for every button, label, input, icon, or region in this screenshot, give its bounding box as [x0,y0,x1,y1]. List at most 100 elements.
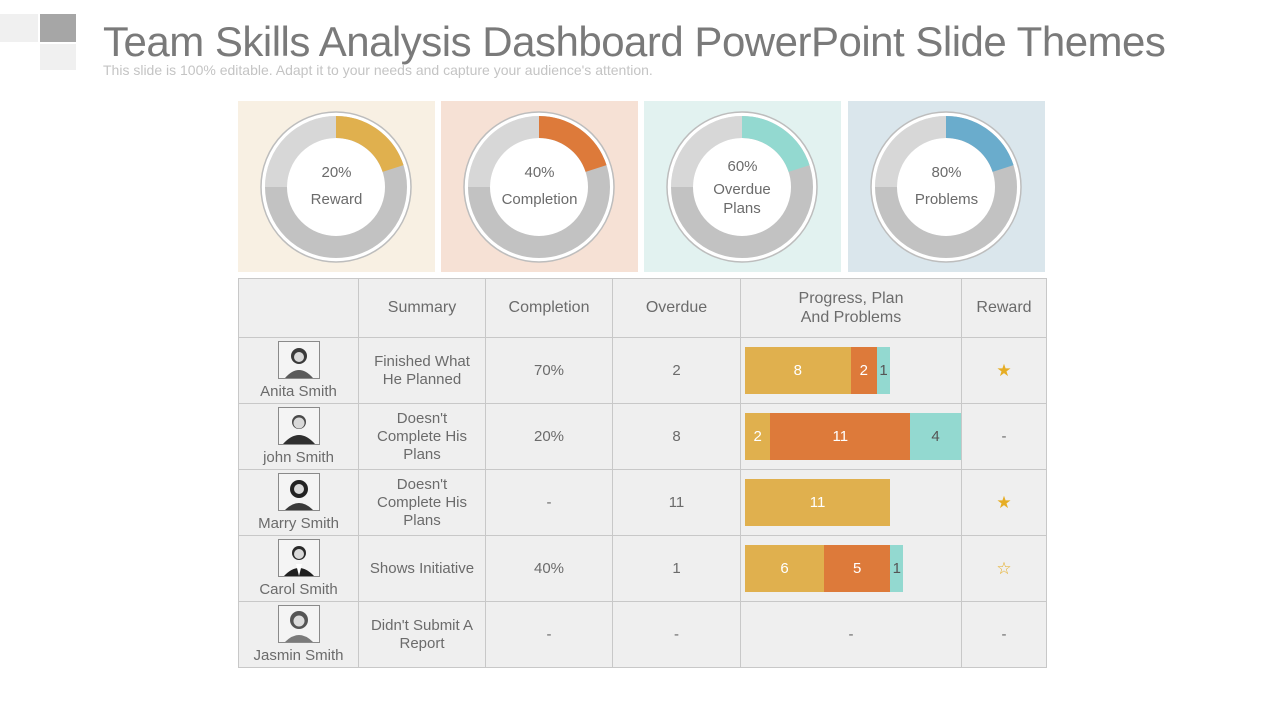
summary-text: Shows Initiative [369,559,475,577]
table-row: Marry Smith Doesn't Complete His Plans -… [238,469,1047,536]
person-name: john Smith [263,449,334,466]
completion-cell: 40% [485,535,613,602]
overdue-cell: 11 [612,469,741,536]
person-name: Marry Smith [258,515,339,532]
reward-cell: ☆ [961,535,1047,602]
kpi-overdue-plans-donut [644,101,841,272]
avatar [277,341,320,379]
completion-cell: - [485,601,613,668]
header-reward: Reward [961,278,1047,338]
team-skills-table: Summary Completion Overdue Progress, Pla… [238,278,1047,668]
bar-segment: 2 [745,413,771,460]
person-name: Jasmin Smith [253,647,344,664]
kpi-overdue-plans-label: Overdue Plans [713,181,771,217]
kpi-reward-donut [238,101,435,272]
overdue-cell: 2 [612,337,741,404]
progress-cell: 2 11 4 [740,403,962,470]
reward-cell: - [961,601,1047,668]
summary-cell: Finished What He Planned [358,337,486,404]
table-row: Anita Smith Finished What He Planned 70%… [238,337,1047,404]
completion-cell: - [485,469,613,536]
kpi-problems-label: Problems [914,191,979,208]
kpi-completion-pct: 40% [524,164,555,181]
person-cell: Jasmin Smith [238,601,359,668]
donut-value-arc [671,116,813,258]
bar-segment: 2 [850,347,877,394]
bar-segment: 1 [876,347,891,394]
bar-segment: 6 [745,545,825,592]
kpi-problems-pct: 80% [931,164,962,181]
bar-segment: 4 [910,413,961,460]
header-completion: Completion [485,278,613,338]
summary-cell: Shows Initiative [358,535,486,602]
summary-cell: Doesn't Complete His Plans [358,469,486,536]
kpi-overdue-plans-pct: 60% [727,158,758,175]
header-person [238,278,359,338]
donut-highlight [468,116,540,188]
progress-cell: - [740,601,962,668]
slide-subtitle: This slide is 100% editable. Adapt it to… [103,62,653,78]
reward-cell: ★ [961,337,1047,404]
person-cell: Carol Smith [238,535,359,602]
completion-cell: 20% [485,403,613,470]
overdue-cell: 8 [612,403,741,470]
avatar [277,407,320,445]
table-header-row: Summary Completion Overdue Progress, Pla… [238,278,1047,338]
completion-cell: 70% [485,337,613,404]
progress-bar: 2 11 4 [745,413,961,460]
person-name: Carol Smith [259,581,338,598]
kpi-problems: 80% Problems [848,101,1045,272]
bar-segment: 11 [770,413,911,460]
header-progress: Progress, Plan And Problems [740,278,962,338]
kpi-completion-label: Completion [501,191,578,208]
summary-text: Doesn't Complete His Plans [376,409,468,463]
header-overdue: Overdue [612,278,741,338]
avatar [277,539,320,577]
donut-highlight [671,116,743,188]
kpi-completion-donut [441,101,638,272]
summary-text: Doesn't Complete His Plans [376,475,468,529]
donut-value-arc [875,116,1017,258]
star-filled-icon: ★ [996,360,1012,380]
header-progress-label: Progress, Plan And Problems [798,290,904,326]
kpi-reward: 20% Reward [238,101,435,272]
person-name: Anita Smith [260,383,337,400]
kpi-overdue-plans: 60% Overdue Plans [644,101,841,272]
kpi-row: 20% Reward 40% Completion 60% Overdue Pl… [238,101,1046,272]
slide-title: Team Skills Analysis Dashboard PowerPoin… [103,18,1166,65]
kpi-problems-donut [848,101,1045,272]
reward-cell: ★ [961,469,1047,536]
header-summary: Summary [358,278,486,338]
kpi-completion: 40% Completion [441,101,638,272]
progress-cell: 11 [740,469,962,536]
overdue-cell: 1 [612,535,741,602]
kpi-reward-label: Reward [310,191,363,208]
donut-value-arc [265,116,407,258]
star-outline-icon: ☆ [996,558,1012,578]
bar-segment: 11 [745,479,891,526]
corner-decoration [0,0,110,80]
overdue-cell: - [612,601,741,668]
summary-cell: Doesn't Complete His Plans [358,403,486,470]
bar-segment: 1 [890,545,904,592]
summary-cell: Didn't Submit A Report [358,601,486,668]
donut-value-arc [468,116,610,258]
summary-text: Finished What He Planned [374,352,470,388]
avatar [277,605,320,643]
person-cell: Anita Smith [238,337,359,404]
person-cell: Marry Smith [238,469,359,536]
table-row: john Smith Doesn't Complete His Plans 20… [238,403,1047,470]
table-row: Jasmin Smith Didn't Submit A Report - - … [238,601,1047,668]
progress-bar: 11 [745,479,961,526]
star-filled-icon: ★ [996,492,1012,512]
kpi-reward-pct: 20% [321,164,352,181]
person-cell: john Smith [238,403,359,470]
bar-segment: 8 [745,347,851,394]
summary-text: Didn't Submit A Report [370,616,474,652]
reward-cell: - [961,403,1047,470]
